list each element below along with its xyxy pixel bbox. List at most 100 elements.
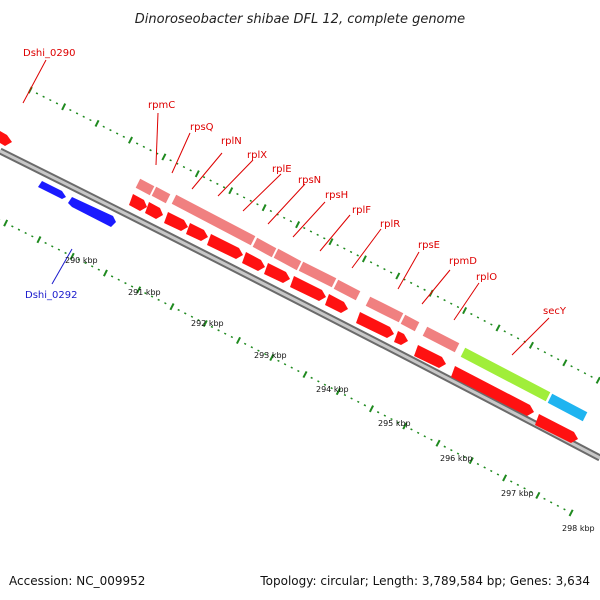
gene-label-rpmc[interactable]: rpmC: [148, 100, 175, 111]
scale-tick-major: [595, 376, 600, 384]
scale-tick-minor: [590, 375, 593, 378]
label-leader-lines: [22, 59, 550, 356]
scale-tick-major: [69, 252, 75, 260]
scale-tick-major: [94, 119, 100, 127]
scale-tick-minor: [11, 225, 14, 228]
scale-tick-minor: [390, 417, 393, 421]
cds-arrow[interactable]: [186, 223, 208, 241]
cds-arrow[interactable]: [356, 312, 394, 338]
gene-label-rple[interactable]: rplE: [272, 164, 292, 175]
scale-tick-minor: [110, 275, 114, 278]
scale-tick-major: [361, 255, 367, 263]
gene-label-rplx[interactable]: rplX: [247, 150, 267, 161]
gene-block-rplR[interactable]: [399, 313, 421, 333]
gene-block-rpsN[interactable]: [297, 260, 338, 289]
scale-tick-minor: [570, 365, 573, 368]
cds-arrow-dshi-0292a[interactable]: [38, 181, 66, 199]
scale-tick-minor: [124, 281, 127, 285]
gene-label-rpsq[interactable]: rpsQ: [190, 122, 214, 133]
scale-tick-minor: [336, 244, 339, 247]
tick-label-291: 291 kbp: [128, 288, 161, 297]
scale-tick-minor: [549, 501, 553, 504]
gene-block-rpsE[interactable]: [421, 325, 461, 354]
cds-arrow[interactable]: [164, 212, 188, 231]
gene-block-rpmC[interactable]: [134, 177, 156, 197]
gene-block-cyan[interactable]: [546, 392, 589, 423]
gene-block-rpsH[interactable]: [332, 278, 362, 302]
scale-tick-minor: [563, 508, 566, 511]
scale-tick-minor: [42, 95, 45, 98]
scale-tick-minor: [176, 162, 179, 165]
scale-tick-major: [402, 422, 408, 430]
cds-arrow[interactable]: [325, 294, 348, 313]
gene-label-rplo[interactable]: rplO: [476, 272, 497, 283]
gene-label-rplf[interactable]: rplF: [352, 205, 371, 216]
cds-arrow[interactable]: [0, 131, 12, 146]
genome-summary-text: Topology: circular; Length: 3,789,584 bp…: [260, 574, 590, 588]
scale-tick-minor: [436, 295, 440, 298]
scale-tick-minor: [57, 248, 61, 251]
gene-block-rpsQ[interactable]: [150, 185, 172, 205]
scale-tick-major: [568, 509, 574, 517]
gene-label-rplr[interactable]: rplR: [380, 219, 400, 230]
scale-tick-minor: [410, 428, 413, 431]
gene-label-rpsh[interactable]: rpsH: [325, 190, 348, 201]
scale-tick-minor: [483, 466, 486, 469]
gene-block-rplN[interactable]: [170, 193, 257, 247]
scale-tick-minor: [84, 261, 87, 265]
tick-label-292: 292 kbp: [191, 319, 224, 328]
cds-arrow[interactable]: [290, 276, 326, 301]
scale-tick-minor: [49, 98, 52, 102]
scale-tick-minor: [490, 469, 493, 473]
scale-tick-major: [468, 457, 474, 465]
scale-tick-minor: [77, 258, 81, 261]
scale-tick-minor: [109, 128, 112, 132]
gene-label-rpln[interactable]: rplN: [221, 136, 242, 147]
cds-arrow[interactable]: [145, 202, 163, 219]
cds-arrow-dshi-0292[interactable]: [68, 197, 116, 227]
forward-gene-blocks: [134, 177, 461, 354]
gene-block-rplX[interactable]: [251, 236, 278, 259]
scale-tick-minor: [122, 135, 126, 138]
cds-arrow[interactable]: [451, 366, 534, 416]
gene-block-secY[interactable]: [459, 346, 552, 403]
scale-tick-minor: [550, 354, 553, 357]
scale-tick-minor: [529, 490, 533, 493]
scale-tick-minor: [35, 92, 39, 95]
scale-tick-minor: [157, 298, 160, 302]
tick-label-293: 293 kbp: [254, 351, 287, 360]
scale-tick-minor: [470, 312, 473, 316]
scale-tick-minor: [443, 299, 446, 302]
scale-track-outer: [27, 86, 600, 384]
scale-tick-minor: [383, 414, 387, 417]
scale-tick-minor: [376, 411, 380, 414]
tick-labels: 290 kbp 291 kbp 292 kbp 293 kbp 294 kbp …: [65, 256, 595, 533]
gene-label-rpse[interactable]: rpsE: [418, 240, 440, 251]
scale-tick-major: [161, 153, 167, 161]
cds-arrow[interactable]: [264, 263, 290, 283]
gene-label-secy[interactable]: secY: [543, 306, 567, 317]
cds-arrow[interactable]: [394, 331, 408, 345]
tick-label-290: 290 kbp: [65, 256, 98, 265]
scale-tick-minor: [483, 319, 486, 323]
gene-label-dshi-0290[interactable]: Dshi_0290: [23, 48, 75, 59]
cds-arrow[interactable]: [129, 194, 147, 211]
cds-arrow[interactable]: [535, 414, 578, 443]
cds-arrow[interactable]: [207, 234, 243, 259]
cds-arrow[interactable]: [414, 345, 446, 368]
gene-label-dshi-0292[interactable]: Dshi_0292: [25, 290, 77, 301]
gene-block-rplE[interactable]: [272, 247, 303, 272]
scale-tick-minor: [242, 196, 246, 199]
gene-label-rpmd[interactable]: rpmD: [449, 256, 477, 267]
gene-label-rpsn[interactable]: rpsN: [298, 175, 321, 186]
scale-tick-minor: [142, 145, 146, 148]
gene-block-rplF[interactable]: [364, 295, 405, 324]
scale-tick-minor: [556, 504, 560, 507]
cds-arrow[interactable]: [242, 252, 265, 271]
reverse-leader-line: [51, 248, 73, 285]
scale-tick-minor: [223, 332, 227, 335]
scale-tick-minor: [430, 438, 433, 441]
scale-tick-minor: [316, 233, 319, 236]
scale-tick-major: [495, 324, 501, 332]
scale-tick-minor: [476, 462, 480, 466]
